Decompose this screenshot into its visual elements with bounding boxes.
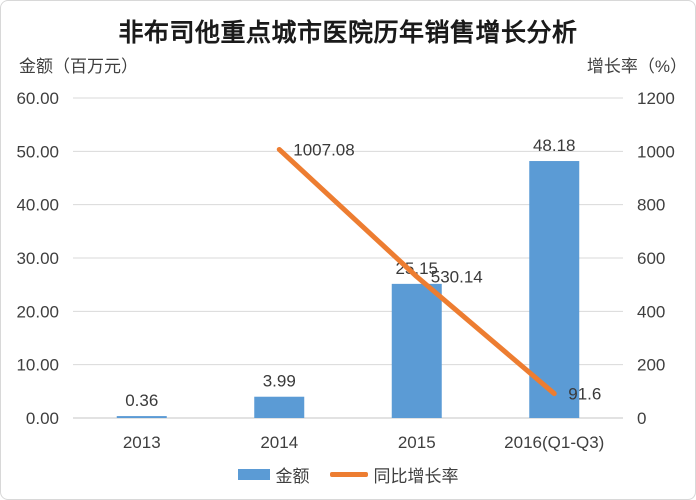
legend-label-amount: 金额 <box>275 466 310 486</box>
left-axis-tick-label: 20.00 <box>16 302 59 321</box>
left-axis-tick-label: 30.00 <box>16 249 59 268</box>
right-axis-tick-label: 0 <box>637 409 646 428</box>
left-axis-tick-label: 40.00 <box>16 196 59 215</box>
right-axis-tick-label: 800 <box>637 196 665 215</box>
legend-item-growth-rate: 同比增长率 <box>329 462 459 487</box>
left-axis-tick-label: 10.00 <box>16 356 59 375</box>
line-data-label: 91.6 <box>568 385 601 404</box>
category-label: 2013 <box>123 433 161 452</box>
bar-data-label: 3.99 <box>263 372 296 391</box>
bar <box>391 283 442 418</box>
right-axis-tick-label: 1200 <box>637 89 675 108</box>
category-label: 2016(Q1-Q3) <box>504 433 604 452</box>
line-data-label: 530.14 <box>431 268 483 287</box>
legend-label-growth-rate: 同比增长率 <box>373 466 459 486</box>
left-axis-tick-label: 60.00 <box>16 89 59 108</box>
category-label: 2015 <box>398 433 436 452</box>
category-label: 2014 <box>260 433 298 452</box>
right-axis-tick-label: 400 <box>637 302 665 321</box>
bar-data-label: 0.36 <box>125 391 158 410</box>
right-axis-tick-label: 200 <box>637 356 665 375</box>
right-axis-tick-label: 600 <box>637 249 665 268</box>
legend-line-swatch-icon <box>329 471 368 477</box>
right-axis-title: 增长率（%） <box>586 57 687 76</box>
legend-bar-swatch-icon <box>237 468 270 480</box>
right-axis-tick-label: 1000 <box>637 142 675 161</box>
bar <box>254 396 305 418</box>
left-axis-tick-label: 0.00 <box>26 409 59 428</box>
growth-rate-line <box>276 146 557 397</box>
bar-data-label: 48.18 <box>533 136 576 155</box>
legend: 金额 同比增长率 <box>1 462 695 486</box>
left-axis-tick-label: 50.00 <box>16 142 59 161</box>
legend-item-amount: 金额 <box>237 462 310 487</box>
bar <box>116 416 167 418</box>
chart-title: 非布司他重点城市医院历年销售增长分析 <box>118 19 578 47</box>
line-data-label: 1007.08 <box>293 140 354 159</box>
left-axis-title: 金额（百万元） <box>19 57 138 76</box>
bar <box>529 161 580 419</box>
